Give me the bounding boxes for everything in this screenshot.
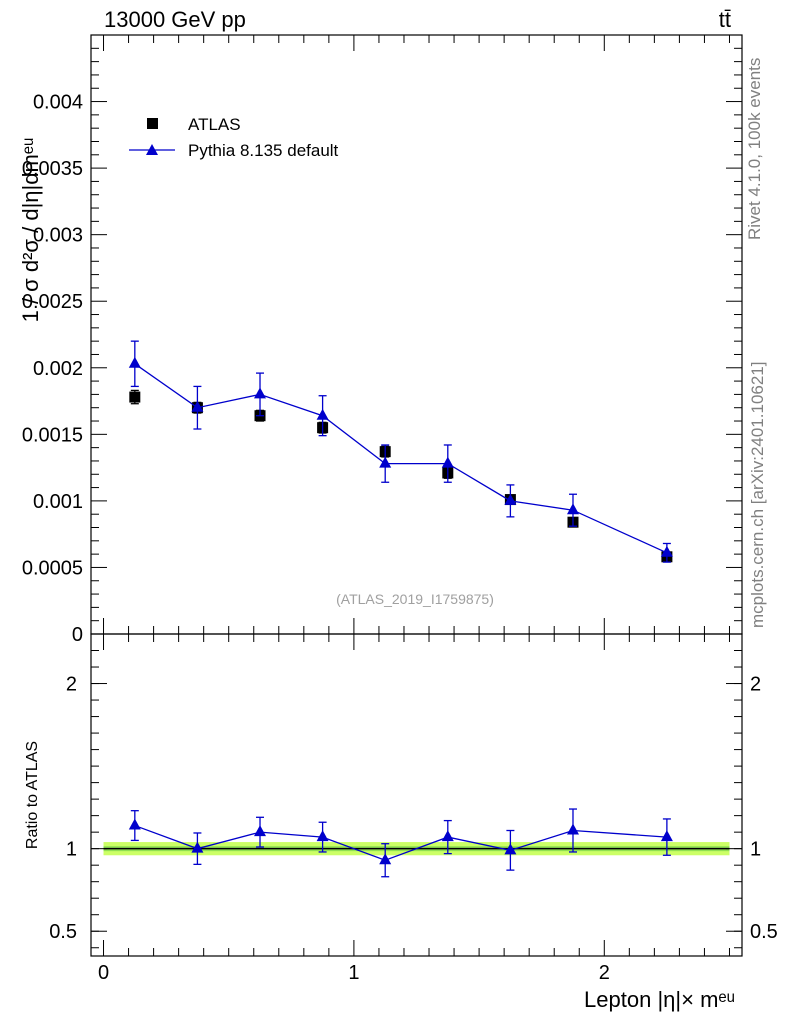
main-y-tick-label: 0 [72,624,83,646]
ratio-series [128,808,673,878]
pythia-data-point [191,400,204,412]
process-label: tt̄ [719,7,731,32]
main-y-tick-label: 0.002 [33,358,83,380]
legend-atlas-label: ATLAS [188,115,241,134]
pythia-data-point [379,456,392,468]
ratio-y-tick-label-right: 1 [750,839,761,861]
source-label: mcplots.cern.ch [arXiv:2401.10621] [748,362,767,628]
ratio-data-point [566,823,579,835]
main-y-tick-label: 0.0015 [22,424,83,446]
ratio-y-tick-label: 2 [66,674,77,696]
ratio-data-point [441,830,454,842]
ratio-panel: 0.5 0.5 1 1 2 2 0 1 2 Ratio to ATLAS Lepton |η|… [24,633,778,1012]
pythia-data-point [441,456,454,468]
ratio-data-point [379,853,392,865]
main-y-tick-label: 0.004 [33,92,83,114]
main-series [128,340,673,563]
x-tick-label: 0 [98,962,109,984]
ratio-y-tick-label: 0.5 [49,921,77,943]
pythia-data-point [566,503,579,515]
ratio-data-point [128,818,141,830]
ratio-y-tick-label-right: 2 [750,674,761,696]
legend-pythia-marker [146,144,158,155]
legend-pythia-label: Pythia 8.135 default [188,141,339,160]
ratio-y-tick-label-right: 0.5 [750,921,778,943]
rivet-version-label: Rivet 4.1.0, 100k events [745,58,764,240]
main-y-tick-label: 0.0025 [22,291,83,313]
main-y-tick-label: 0.0035 [22,158,83,180]
ratio-data-point [191,841,204,853]
pythia-line [134,363,668,554]
ratio-y-tick-label: 1 [66,839,77,861]
legend: ATLAS Pythia 8.135 default [129,115,339,160]
pythia-data-point [254,387,267,399]
x-axis: 0 1 2 [98,634,730,984]
ratio-y-axis-title: Ratio to ATLAS [24,741,41,849]
x-axis-title: Lepton |η|× mᵉᵘ [584,987,735,1012]
pythia-data-point [128,356,141,368]
atlas-data-point [129,391,141,403]
ratio-frame [90,633,743,957]
main-y-axis: 0 0.0005 0.001 0.0015 0.002 0.0025 0.003 0.0035… [22,47,742,646]
x-tick-label: 2 [599,962,610,984]
x-tick-label: 1 [348,962,359,984]
ratio-data-point [254,825,267,837]
main-y-tick-label: 0.001 [33,491,83,513]
ratio-data-point [660,830,673,842]
ratio-y-axis: 0.5 0.5 1 1 2 2 [49,650,778,949]
analysis-watermark: (ATLAS_2019_I1759875) [336,591,494,607]
pythia-data-point [660,545,673,557]
pythia-data-point [504,493,517,505]
ratio-data-point [316,830,329,842]
main-panel: 0 0.0005 0.001 0.0015 0.002 0.0025 0.003 0.0035… [18,34,743,646]
main-x-ticks [103,35,730,634]
energy-label: 13000 GeV pp [104,7,246,32]
legend-atlas-marker [147,118,158,129]
main-y-axis-title: 1 / σ d²σ / d|η|dmᵉᵘ [18,138,43,323]
ratio-data-point [504,843,517,855]
pythia-data-point [316,408,329,420]
main-y-tick-label: 0.0005 [22,557,83,579]
main-y-tick-label: 0.003 [33,225,83,247]
